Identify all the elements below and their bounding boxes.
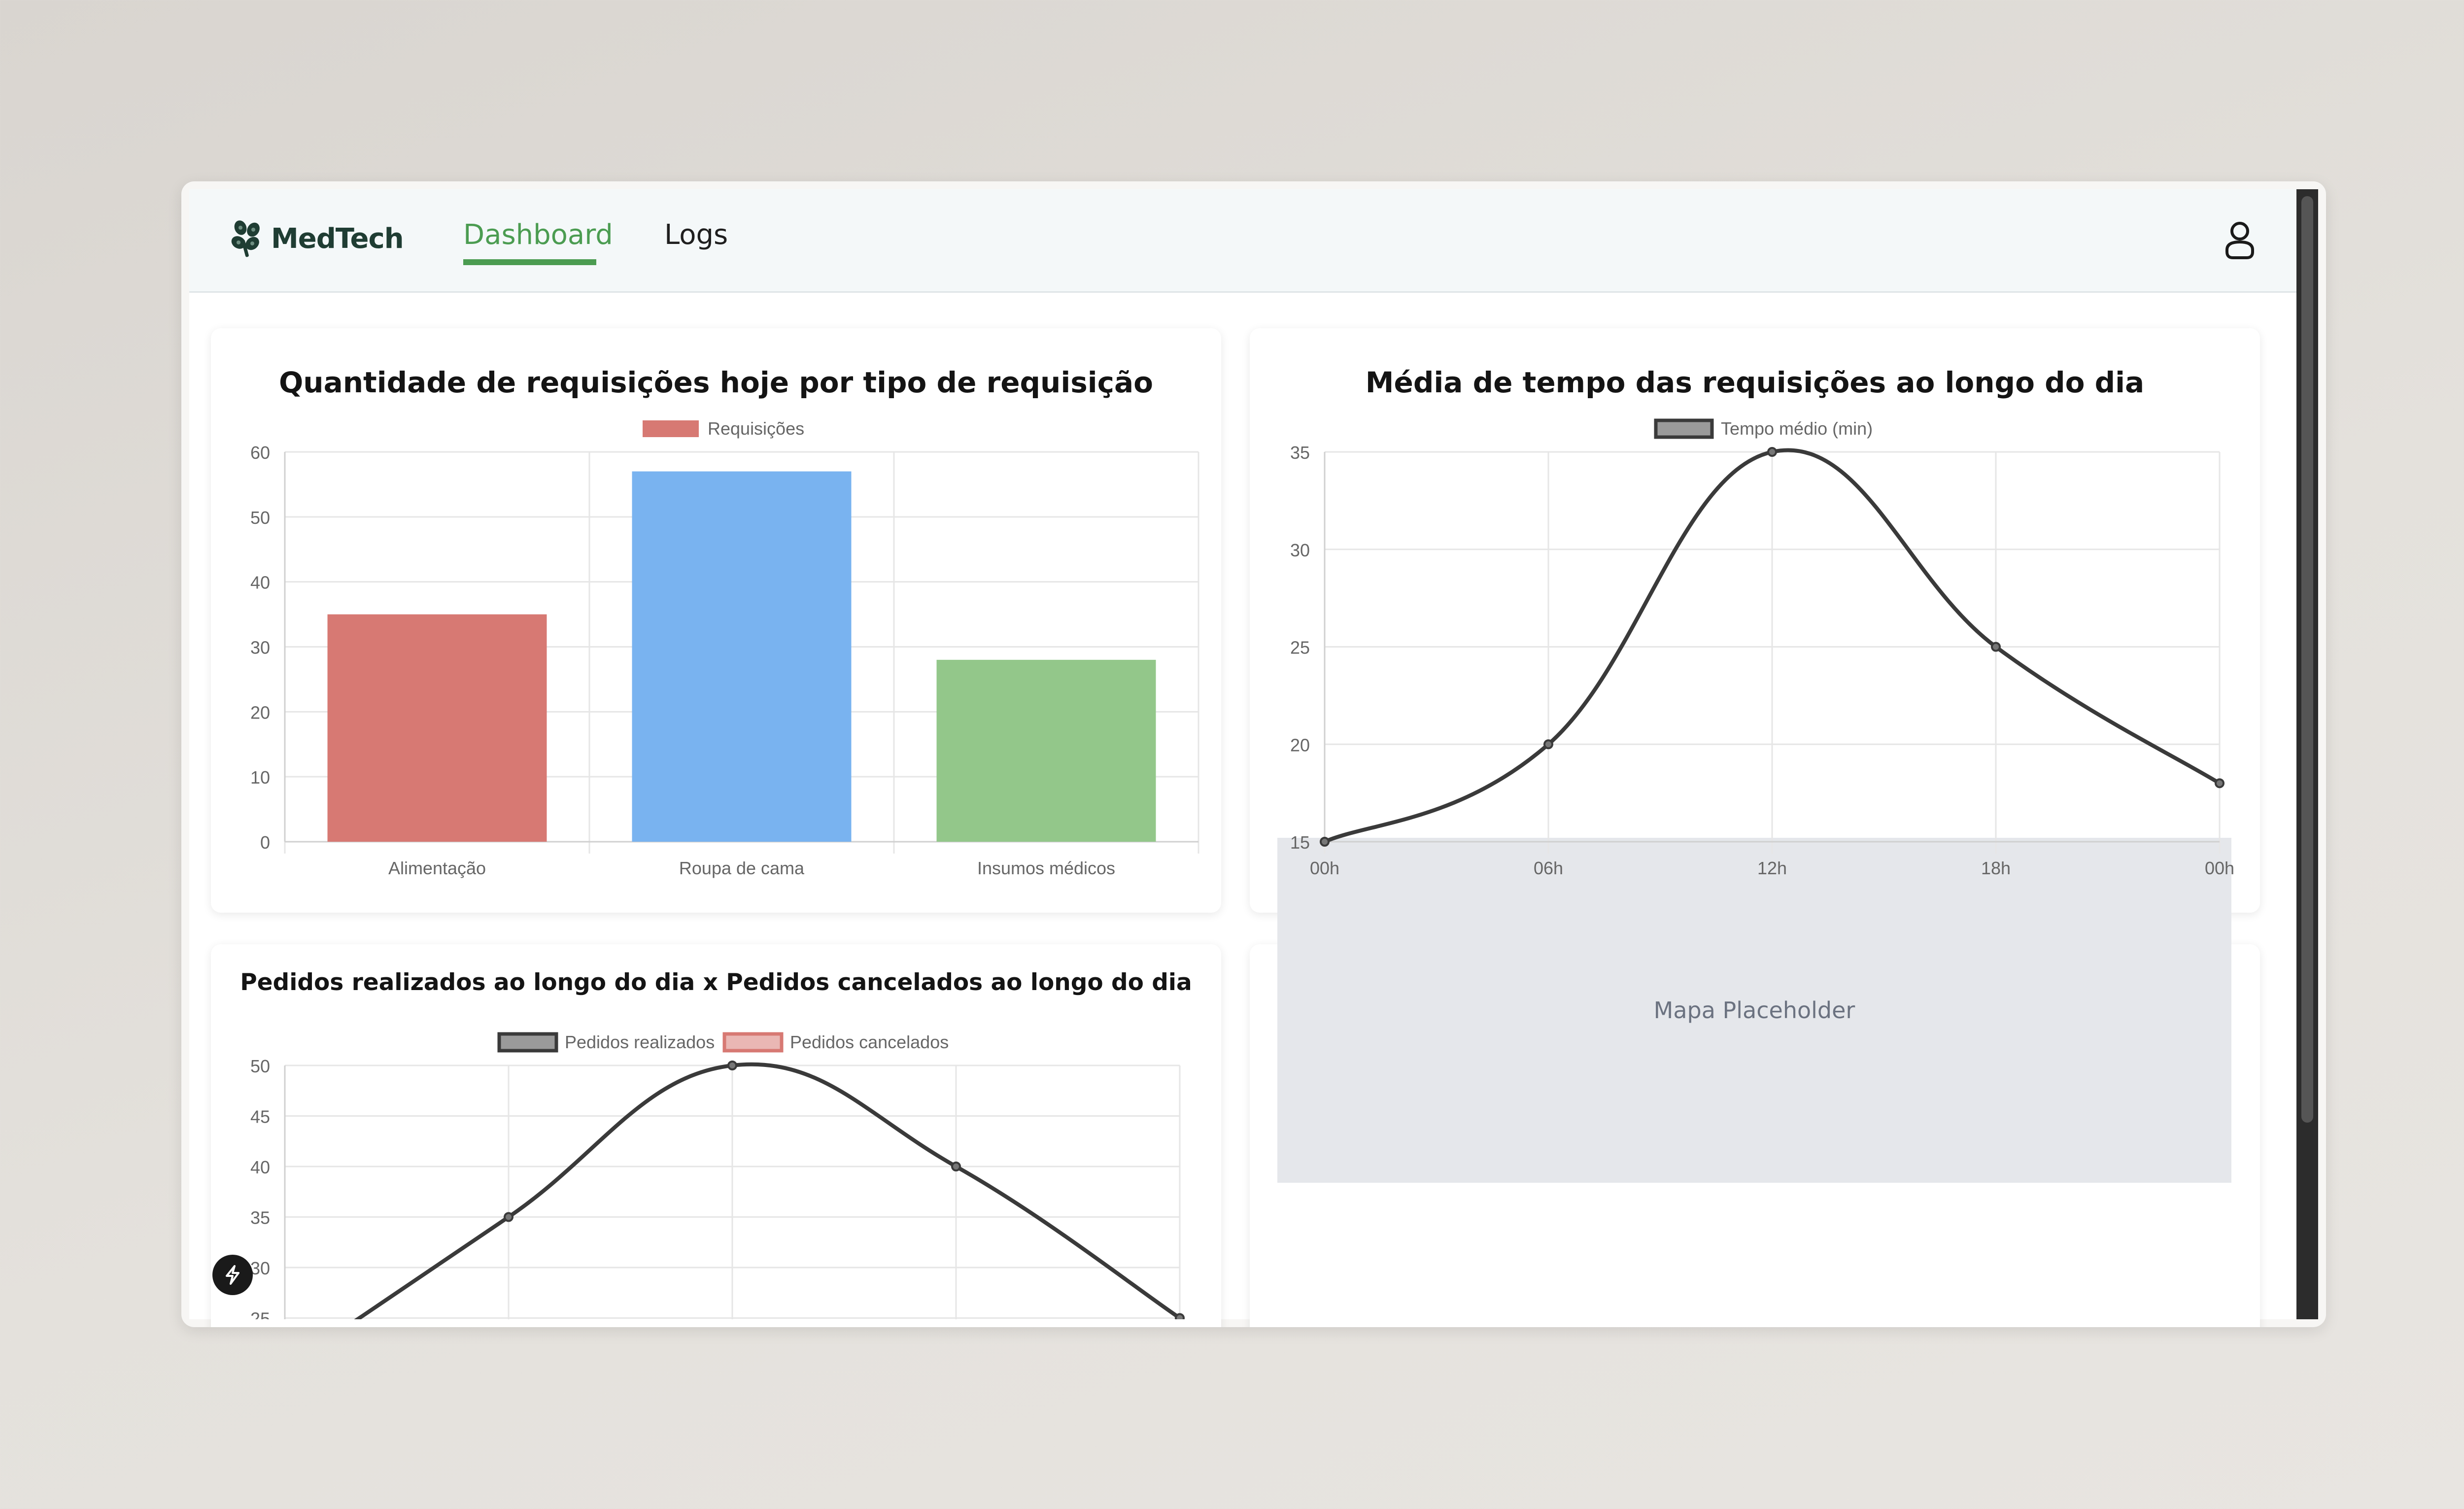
card-avg-time: Média de tempo das requisições ao longo … — [1250, 328, 2260, 913]
quick-action-button[interactable] — [212, 1255, 253, 1295]
map-placeholder: Mapa Placeholder — [1277, 838, 2231, 1183]
scrollbar-thumb[interactable] — [2301, 196, 2313, 1123]
clover-logo-icon — [231, 220, 260, 257]
nav-dashboard[interactable]: Dashboard — [463, 219, 613, 251]
nav-logs[interactable]: Logs — [664, 219, 728, 251]
card-title: Quantidade de requisições hoje por tipo … — [278, 366, 1153, 399]
user-account-icon[interactable] — [2224, 220, 2255, 263]
card-title: Pedidos realizados ao longo do dia x Ped… — [240, 969, 1192, 996]
brand-logo[interactable]: MedTech — [229, 219, 404, 258]
card-requests-by-type: Quantidade de requisições hoje por tipo … — [211, 328, 1221, 913]
card-orders: Pedidos realizados ao longo do dia x Ped… — [211, 944, 1221, 1327]
lightning-icon — [226, 1265, 240, 1285]
card-title: Média de tempo das requisições ao longo … — [1365, 366, 2145, 399]
active-tab-indicator — [463, 259, 596, 265]
data-point — [281, 1365, 289, 1372]
top-navbar: MedTech Dashboard Logs — [189, 189, 2296, 293]
brand-name: MedTech — [271, 222, 404, 255]
map-placeholder-label: Mapa Placeholder — [1653, 997, 1855, 1024]
